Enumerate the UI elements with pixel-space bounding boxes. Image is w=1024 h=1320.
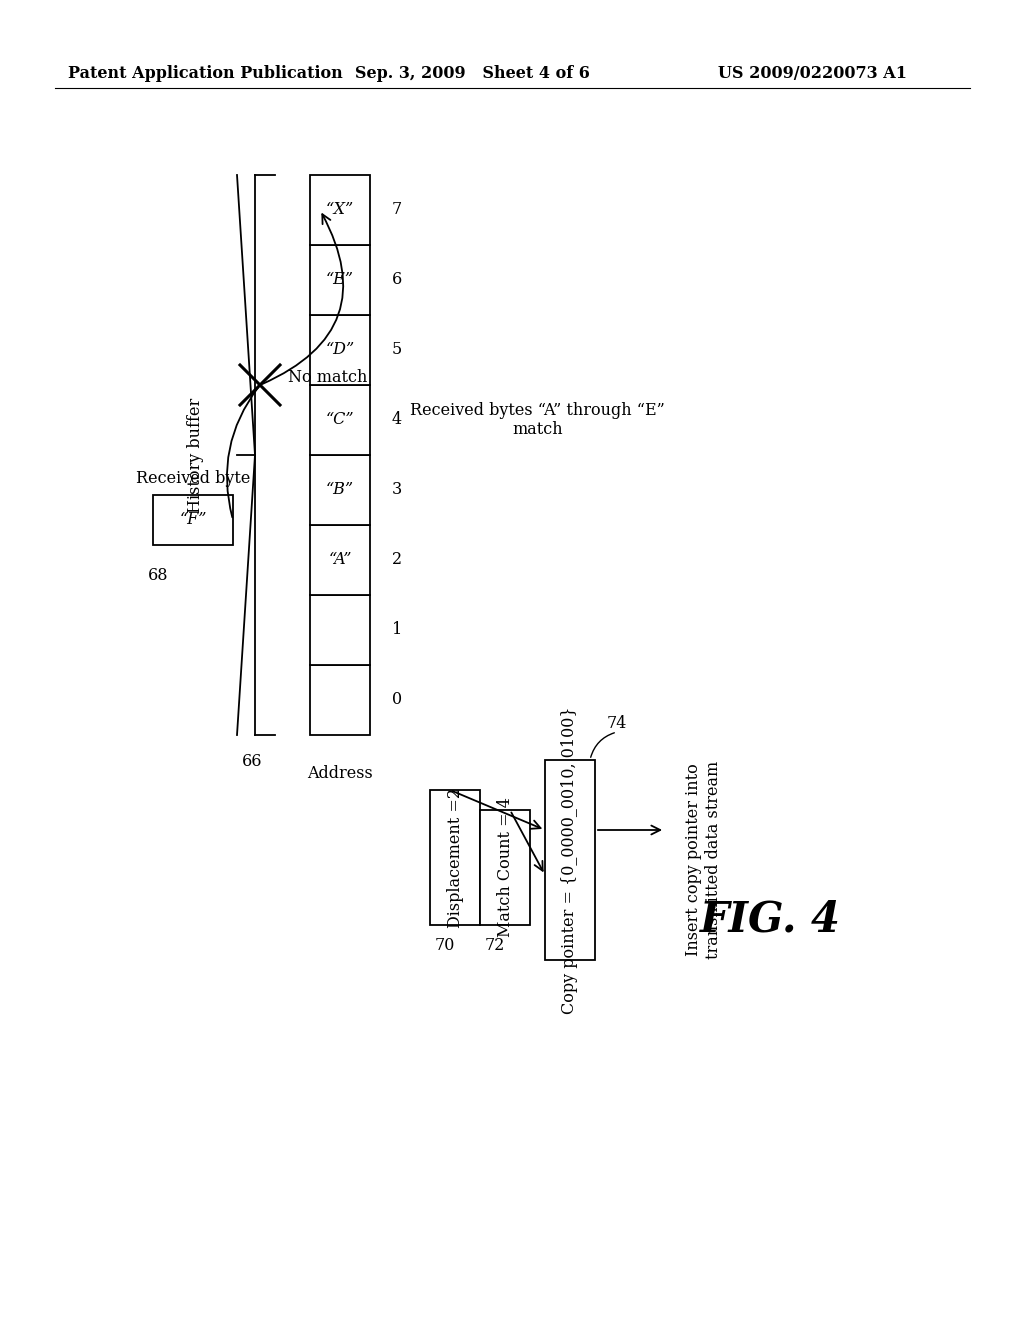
Text: “F”: “F” xyxy=(179,511,207,528)
Bar xyxy=(310,455,370,525)
Text: 66: 66 xyxy=(242,752,262,770)
Text: “A”: “A” xyxy=(329,552,351,569)
Bar xyxy=(545,760,595,960)
Text: Copy pointer = {0_0000_0010, 0100}: Copy pointer = {0_0000_0010, 0100} xyxy=(561,706,579,1014)
Text: Insert copy pointer into
transmitted data stream: Insert copy pointer into transmitted dat… xyxy=(685,760,722,960)
Text: 74: 74 xyxy=(607,715,628,733)
Text: Displacement =2: Displacement =2 xyxy=(446,788,464,928)
Text: 6: 6 xyxy=(392,272,402,289)
Bar xyxy=(310,176,370,246)
Text: FIG. 4: FIG. 4 xyxy=(700,899,841,941)
Bar xyxy=(310,246,370,315)
Text: 0: 0 xyxy=(392,692,402,709)
Text: 5: 5 xyxy=(392,342,402,359)
Text: “E”: “E” xyxy=(326,272,354,289)
Text: No match: No match xyxy=(288,368,368,385)
Bar xyxy=(430,789,480,925)
Text: 2: 2 xyxy=(392,552,402,569)
Text: Received bytes “A” through “E”
match: Received bytes “A” through “E” match xyxy=(410,401,665,438)
Text: 3: 3 xyxy=(392,482,402,499)
Bar xyxy=(153,495,233,545)
Bar xyxy=(310,315,370,385)
Text: 68: 68 xyxy=(148,568,169,583)
Text: Match Count = 4: Match Count = 4 xyxy=(497,797,513,937)
Bar xyxy=(310,665,370,735)
Text: “B”: “B” xyxy=(326,482,354,499)
Text: History buffer: History buffer xyxy=(186,397,204,512)
Bar xyxy=(310,525,370,595)
Text: 72: 72 xyxy=(485,937,506,954)
Text: US 2009/0220073 A1: US 2009/0220073 A1 xyxy=(718,65,907,82)
Bar xyxy=(480,810,530,925)
Text: 7: 7 xyxy=(392,202,402,219)
Text: Address: Address xyxy=(307,766,373,781)
Text: Patent Application Publication: Patent Application Publication xyxy=(68,65,343,82)
Text: Received byte: Received byte xyxy=(136,470,250,487)
Text: “C”: “C” xyxy=(326,412,354,429)
Text: “D”: “D” xyxy=(326,342,354,359)
Text: Sep. 3, 2009   Sheet 4 of 6: Sep. 3, 2009 Sheet 4 of 6 xyxy=(355,65,590,82)
Text: 4: 4 xyxy=(392,412,402,429)
Text: “X”: “X” xyxy=(326,202,354,219)
Bar xyxy=(310,595,370,665)
Text: 1: 1 xyxy=(392,622,402,639)
Text: 70: 70 xyxy=(435,937,456,954)
Bar xyxy=(310,385,370,455)
